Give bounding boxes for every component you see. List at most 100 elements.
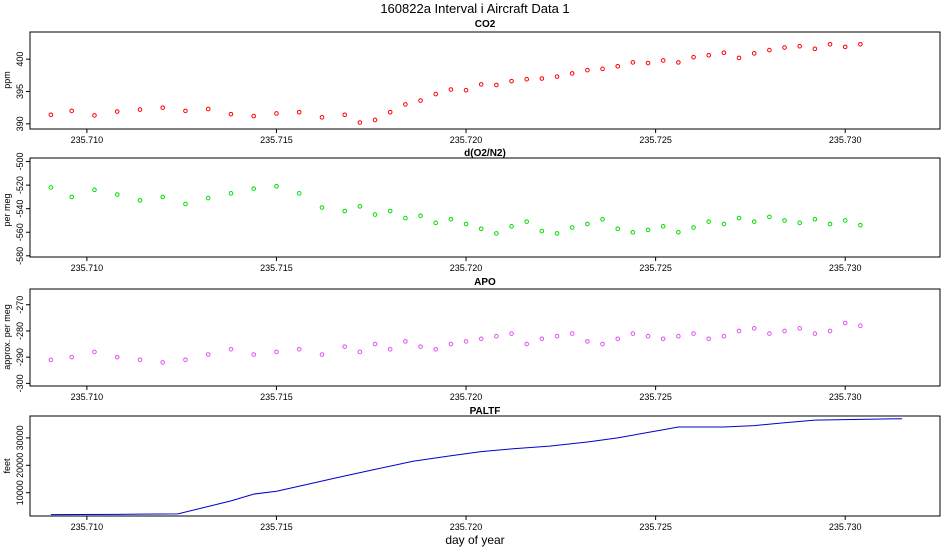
x-axis-label: day of year [445,533,504,547]
data-point [539,76,545,81]
data-points [48,183,863,236]
data-point [767,47,772,53]
y-tick-label: 395 [15,84,25,99]
data-point [569,71,575,76]
data-point [554,333,560,339]
data-point [418,344,423,349]
data-point [387,109,393,115]
data-point [342,208,348,214]
data-point [296,109,302,115]
plot-frame [29,31,941,130]
data-point [478,226,484,232]
data-point [448,341,454,347]
figure-title: 160822a Interval i Aircraft Data 1 [380,1,569,16]
x-tick-label: 235.725 [639,392,672,402]
data-point [357,120,363,125]
data-point [812,331,818,336]
data-point [137,107,143,112]
data-point [676,60,681,65]
data-point [137,198,143,203]
y-axis-label: feet [2,458,12,474]
x-tick-label: 235.715 [260,263,293,273]
data-points [50,418,903,516]
data-point [357,204,363,209]
data-point [676,229,681,235]
x-tick-label: 235.710 [71,135,104,145]
data-point [615,226,621,232]
x-tick-label: 235.725 [639,263,672,273]
y-axis-label: ppm [2,71,12,89]
data-point [660,58,666,63]
data-point [274,183,279,189]
data-point [160,360,166,365]
data-point [827,328,833,334]
y-axis-label: per meg [2,193,12,226]
x-tick-label: 235.720 [450,392,483,402]
data-point [418,98,423,103]
y-tick-label: -560 [15,223,25,241]
data-point [600,216,605,222]
y-tick-label: 20000 [15,453,25,478]
data-point [736,328,742,334]
series-line [50,418,903,516]
data-point [736,55,742,61]
data-point [812,216,818,222]
data-point [767,214,772,220]
data-point [721,50,727,55]
data-point [827,41,833,47]
data-point [797,220,803,226]
panel-paltf: PALTF feet 235.710 235.715 235.720 235.725 2… [2,406,941,532]
y-tick-label: 400 [15,52,25,67]
data-point [251,352,257,357]
data-point [160,194,166,200]
data-point [48,185,54,190]
x-tick-label: 235.710 [71,263,104,273]
data-point [767,331,772,336]
data-points [48,320,863,365]
data-point [706,336,712,342]
data-point [69,194,75,200]
data-point [751,219,757,224]
data-point [251,113,257,119]
x-tick-label: 235.710 [71,522,104,532]
x-tick-label: 235.720 [450,263,483,273]
panel-co2: CO2 ppm 235.710 235.715 235.720 235.725 235.… [2,19,941,145]
data-point [691,54,696,60]
data-point [645,333,651,339]
data-point [478,336,484,342]
data-point [251,186,257,191]
data-point [274,111,279,116]
data-point [478,82,484,87]
y-tick-label: -520 [15,176,25,194]
x-tick-label: 235.725 [639,522,672,532]
data-point [539,336,545,342]
data-point [342,112,348,118]
data-point [274,349,279,355]
axis-ticks: 235.710 235.715 235.720 235.725 235.730 -580 -… [15,153,861,273]
data-point [751,326,757,331]
data-point [433,91,439,97]
data-point [319,115,325,120]
data-point [706,52,712,58]
y-tick-label: -540 [15,200,25,218]
data-point [494,231,499,236]
data-point [585,221,590,227]
data-point [160,105,166,110]
data-point [114,354,120,360]
panel-title: CO2 [475,19,496,30]
data-point [569,331,575,336]
data-point [858,222,863,228]
y-tick-label: -290 [15,348,25,366]
data-point [463,221,469,227]
data-point [630,229,636,235]
plot-frame [29,157,941,258]
data-point [92,187,97,193]
data-point [137,357,143,363]
data-point [782,328,787,334]
y-tick-label: 10000 [15,480,25,505]
x-tick-label: 235.725 [639,135,672,145]
data-point [600,66,605,72]
data-point [418,213,423,219]
data-point [403,215,408,221]
